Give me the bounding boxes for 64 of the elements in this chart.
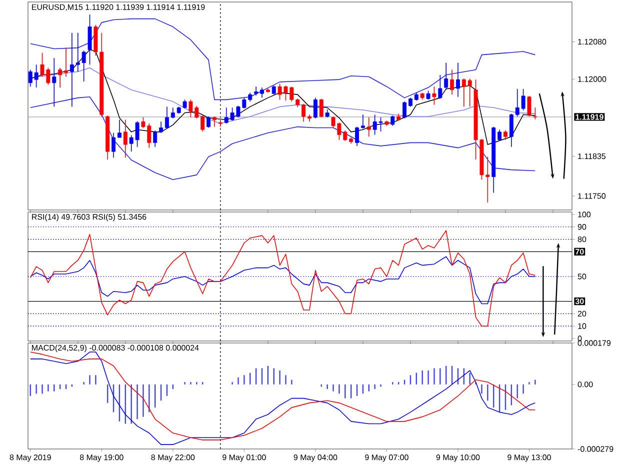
y-tick-label: 1.11835: [578, 153, 606, 160]
candlestick: [206, 116, 211, 128]
candlestick: [438, 74, 442, 100]
y-tick-label: 0.000179: [578, 340, 610, 346]
candlestick: [527, 96, 532, 117]
candlestick: [456, 62, 460, 98]
candlestick: [360, 114, 365, 130]
line-series: [30, 68, 536, 124]
y-tick-label: 1.12000: [578, 76, 606, 82]
candlestick: [319, 98, 324, 118]
candlestick: [366, 117, 371, 138]
y-tick-label: 90: [578, 224, 586, 230]
candlestick: [117, 119, 122, 138]
y-tick-label: 20: [578, 310, 586, 317]
candlestick: [64, 47, 68, 78]
candlestick: [402, 101, 407, 119]
candlestick: [112, 132, 116, 158]
candlestick: [533, 107, 538, 120]
candlestick: [504, 130, 508, 140]
candlestick: [70, 32, 74, 108]
chart-title: EURUSD,M15 1.11920 1.11939 1.11914 1.11919: [32, 4, 205, 11]
candlestick: [123, 119, 128, 158]
candlestick: [218, 120, 222, 128]
ref-line-label: 30: [575, 298, 584, 304]
candlestick: [153, 130, 158, 148]
x-tick-label: 9 May 04:00: [294, 454, 338, 462]
candlestick: [390, 115, 395, 126]
candlestick: [58, 68, 62, 88]
candlestick: [254, 86, 258, 96]
candlestick: [212, 116, 216, 128]
x-tick-label: 8 May 22:00: [151, 454, 195, 462]
y-tick-label: 0.00: [578, 382, 593, 388]
candlestick: [509, 113, 514, 148]
x-tick-label: 9 May 07:00: [365, 454, 408, 462]
x-tick-label: 8 May 19:00: [80, 454, 124, 462]
ref-line-label: 1.11919: [576, 114, 604, 120]
ref-line-label: 70: [576, 248, 584, 255]
x-tick-label: 8 May 2019: [10, 454, 51, 462]
chart-title: RSI(14) 49.7603 RSI(5) 51.3456: [32, 214, 146, 222]
y-tick-label: 10: [578, 323, 586, 329]
y-tick-label: 1.11750: [578, 193, 606, 199]
x-tick-label: 9 May 13:00: [508, 454, 551, 462]
candlestick: [450, 69, 454, 95]
candlestick: [159, 121, 164, 134]
candlestick: [355, 126, 359, 146]
candlestick: [260, 87, 264, 98]
y-tick-label: 80: [578, 236, 586, 242]
y-tick-label: 50: [578, 274, 586, 280]
line-series: [30, 96, 536, 180]
y-tick-label: -0.000279: [578, 446, 614, 452]
candlestick: [313, 97, 318, 119]
y-tick-label: 1.12080: [578, 38, 606, 45]
candlestick: [302, 103, 306, 122]
y-tick-label: 100: [578, 212, 591, 218]
candlestick: [498, 129, 502, 142]
candlestick: [88, 14, 92, 66]
candlestick: [444, 62, 448, 89]
candlestick: [432, 86, 436, 106]
x-tick-label: 9 May 10:00: [436, 454, 480, 462]
x-tick-label: 9 May 01:00: [222, 454, 266, 462]
candlestick: [52, 58, 56, 108]
line-series: [30, 18, 536, 100]
chart-title: MACD(24,52,9) -0.000083 -0.000108 0.000024: [32, 344, 199, 352]
candlestick: [164, 106, 169, 130]
